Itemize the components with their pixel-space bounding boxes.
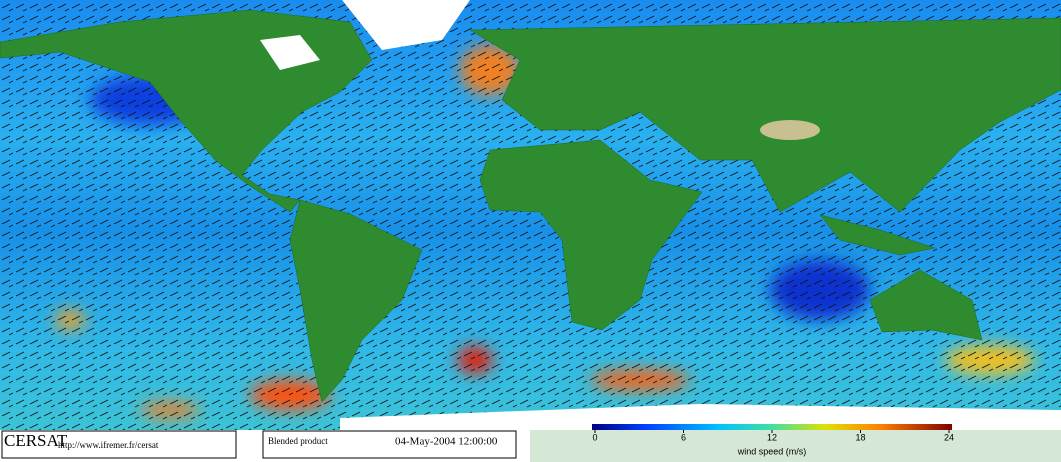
- logo-box: [1, 430, 237, 459]
- colorbar-tick-label: 0: [592, 432, 597, 442]
- url: http://www.ifremer.fr/cersat: [58, 440, 159, 450]
- colorbar: [592, 424, 952, 430]
- colorbar-tick-label: 6: [681, 432, 686, 442]
- date: 04-May-2004 12:00:00: [395, 436, 498, 448]
- product-box: [262, 430, 517, 459]
- logo: CERSAT: [4, 431, 68, 450]
- colorbar-tick-label: 18: [855, 432, 865, 442]
- colorbar-label: wind speed (m/s): [737, 446, 807, 456]
- product: Blended product: [268, 436, 328, 446]
- colorbar-tick-label: 24: [944, 432, 954, 442]
- colorbar-tick-label: 12: [767, 432, 777, 442]
- plateau: [760, 120, 820, 140]
